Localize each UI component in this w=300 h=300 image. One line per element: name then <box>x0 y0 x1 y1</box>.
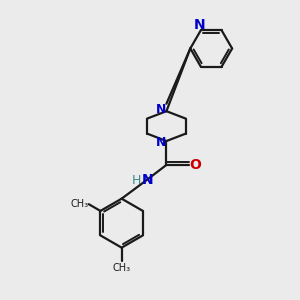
Text: O: O <box>190 158 201 172</box>
Text: N: N <box>142 173 153 188</box>
Text: N: N <box>156 103 166 116</box>
Text: H: H <box>131 174 141 187</box>
Text: CH₃: CH₃ <box>112 263 131 273</box>
Text: N: N <box>156 136 166 149</box>
Text: N: N <box>194 18 205 32</box>
Text: CH₃: CH₃ <box>70 199 88 209</box>
